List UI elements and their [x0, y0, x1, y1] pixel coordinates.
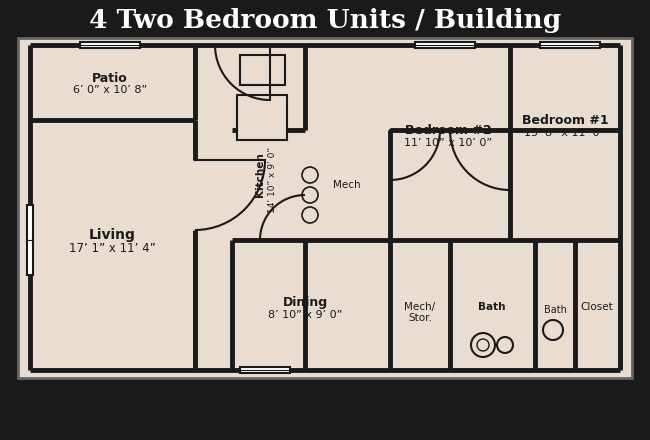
Text: Patio: Patio [92, 72, 128, 84]
Text: Bath: Bath [478, 302, 506, 312]
Text: 8’ 10” x 9’ 0”: 8’ 10” x 9’ 0” [268, 310, 342, 320]
Bar [80, 42, 140, 48]
Text: Living: Living [88, 228, 135, 242]
Bar [540, 42, 600, 48]
Text: Bedroom #1: Bedroom #1 [522, 114, 608, 127]
Text: Mech: Mech [333, 180, 361, 190]
Bar [18, 38, 632, 378]
Bar [27, 205, 33, 275]
Bar [237, 95, 287, 140]
Text: 11’ 10” x 10’ 0”: 11’ 10” x 10’ 0” [404, 138, 492, 148]
Text: Dining: Dining [283, 296, 328, 308]
Text: 4 Two Bedroom Units / Building: 4 Two Bedroom Units / Building [89, 7, 561, 33]
Text: Bedroom #2: Bedroom #2 [405, 124, 491, 136]
Text: Stor.: Stor. [408, 313, 432, 323]
Text: 6’ 0” x 10’ 8”: 6’ 0” x 10’ 8” [73, 85, 147, 95]
Text: Closet: Closet [580, 302, 614, 312]
Text: 15’ 8” x 11’ 0”: 15’ 8” x 11’ 0” [525, 128, 606, 138]
Bar [240, 367, 290, 373]
Text: 14’ 10” x 9’ 0”: 14’ 10” x 9’ 0” [268, 147, 276, 213]
Bar [415, 42, 475, 48]
Text: Bath: Bath [543, 305, 566, 315]
Text: 17’ 1” x 11’ 4”: 17’ 1” x 11’ 4” [69, 242, 155, 254]
Text: Mech/: Mech/ [404, 302, 436, 312]
Bar [240, 55, 285, 85]
Text: Kitchen: Kitchen [255, 153, 265, 198]
